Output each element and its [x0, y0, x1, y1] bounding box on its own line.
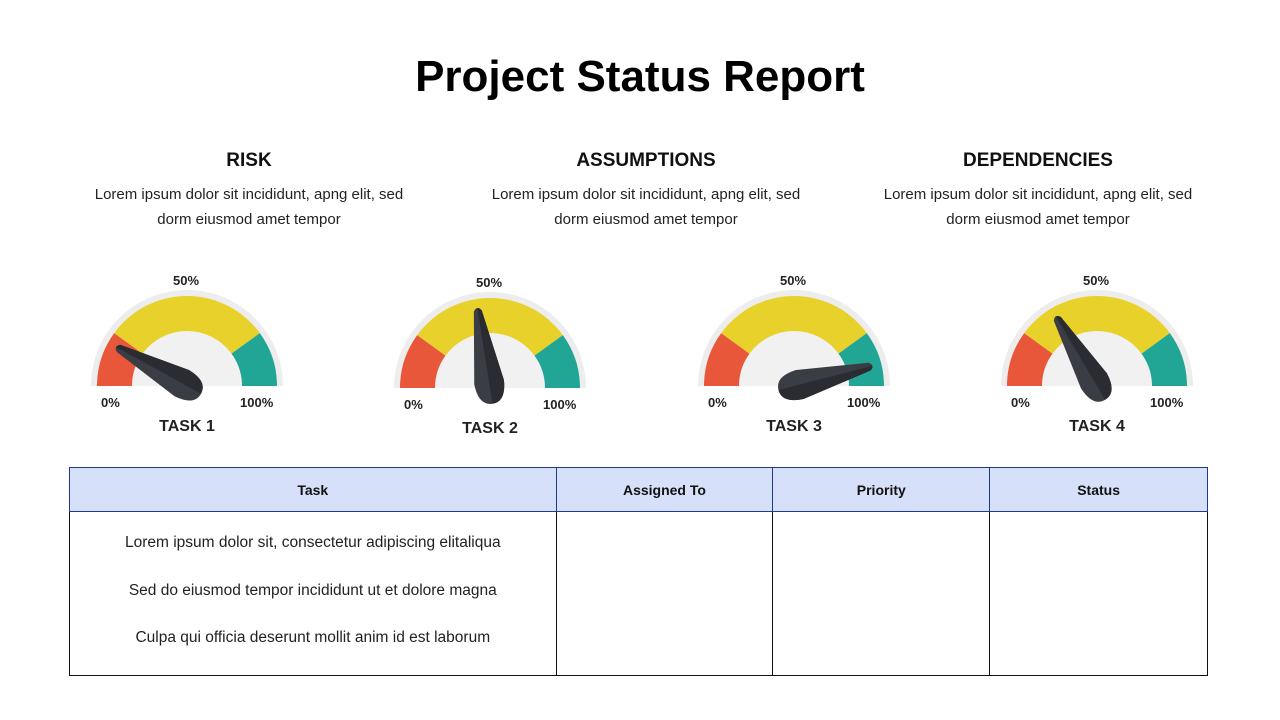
gauge-task-label: TASK 1	[159, 418, 215, 435]
gauge-task-1: 50% 0% 100% TASK 1	[87, 268, 287, 448]
status-cell[interactable]	[989, 511, 1208, 676]
column-header-task: Task	[69, 467, 557, 512]
page-title: Project Status Report	[415, 52, 865, 101]
gauge-segment-low	[400, 335, 446, 388]
gauge-task-4: 50% 0% 100% TASK 4	[997, 268, 1197, 448]
gauge-dial	[390, 292, 590, 410]
gauge-mid-label: 50%	[476, 275, 503, 290]
description-line: Lorem ipsum dolor sit incididunt, apng e…	[491, 186, 801, 203]
gauge-segment-mid	[1024, 296, 1170, 354]
gauge-min-label: 0%	[708, 395, 727, 410]
gauge-segment-mid	[721, 296, 867, 354]
section-heading: DEPENDENCIES	[963, 150, 1113, 171]
column-header-priority: Priority	[772, 467, 991, 512]
gauge-mid-label: 50%	[173, 273, 200, 288]
gauge-task-3: 50% 0% 100% TASK 3	[694, 268, 894, 448]
gauge-segment-low	[1007, 333, 1053, 386]
gauge-segment-low	[704, 333, 750, 386]
section-description: Lorem ipsum dolor sit incididunt, apng e…	[476, 182, 816, 232]
section-heading: ASSUMPTIONS	[576, 150, 716, 171]
task-cell: Lorem ipsum dolor sit, consectetur adipi…	[69, 511, 557, 676]
gauge-needle-shade	[477, 308, 505, 404]
gauge-min-label: 0%	[1011, 395, 1030, 410]
section-description: Lorem ipsum dolor sit incididunt, apng e…	[868, 182, 1208, 232]
gauge-needle-shade	[116, 344, 203, 394]
gauge-task-label: TASK 2	[462, 420, 518, 437]
task-item: Culpa qui officia deserunt mollit anim i…	[135, 629, 491, 646]
description-line: Lorem ipsum dolor sit incididunt, apng e…	[94, 186, 404, 203]
gauge-max-label: 100%	[1150, 395, 1184, 410]
gauge-task-label: TASK 3	[766, 418, 822, 435]
gauge-segment-low	[97, 333, 143, 386]
gauge-needle-shade	[1056, 315, 1112, 400]
gauge-needle	[115, 344, 203, 401]
assigned-to-cell[interactable]	[555, 511, 774, 676]
description-line: dorm eiusmod amet tempor	[157, 211, 341, 228]
gauge-dial	[694, 290, 894, 408]
task-table: Task Assigned To Priority Status Lorem i…	[69, 467, 1208, 676]
description-line: dorm eiusmod amet tempor	[946, 211, 1130, 228]
section-description: Lorem ipsum dolor sit incididunt, apng e…	[79, 182, 419, 232]
table-row: Lorem ipsum dolor sit, consectetur adipi…	[69, 511, 1208, 676]
gauge-max-label: 100%	[847, 395, 881, 410]
gauge-segment-high	[1141, 333, 1187, 386]
table-header-row: Task Assigned To Priority Status	[69, 467, 1208, 512]
task-item: Lorem ipsum dolor sit, consectetur adipi…	[124, 534, 501, 551]
gauge-dial	[997, 290, 1197, 408]
task-item: Sed do eiusmod tempor incididunt ut et d…	[128, 581, 497, 599]
gauge-task-2: 50% 0% 100% TASK 2	[390, 270, 590, 450]
column-header-status: Status	[989, 467, 1208, 512]
gauge-mid-label: 50%	[780, 273, 807, 288]
column-header-assigned-to: Assigned To	[555, 467, 774, 512]
gauge-segment-mid	[417, 298, 563, 356]
gauge-min-label: 0%	[404, 397, 423, 412]
section-dependencies: DEPENDENCIES Lorem ipsum dolor sit incid…	[868, 150, 1208, 232]
gauge-max-label: 100%	[543, 397, 577, 412]
gauge-segment-high	[231, 333, 277, 386]
priority-cell[interactable]	[772, 511, 991, 676]
gauge-mid-label: 50%	[1083, 273, 1110, 288]
gauge-segment-mid	[114, 296, 260, 354]
gauge-segment-high	[534, 335, 580, 388]
description-line: Lorem ipsum dolor sit incididunt, apng e…	[883, 186, 1193, 203]
description-line: dorm eiusmod amet tempor	[554, 211, 738, 228]
gauge-min-label: 0%	[101, 395, 120, 410]
gauge-dial	[87, 290, 287, 408]
section-heading: RISK	[226, 150, 272, 171]
gauge-max-label: 100%	[240, 395, 274, 410]
gauge-needle-shade	[778, 366, 873, 401]
section-assumptions: ASSUMPTIONS Lorem ipsum dolor sit incidi…	[476, 150, 816, 232]
section-risk: RISK Lorem ipsum dolor sit incididunt, a…	[79, 150, 419, 232]
gauge-task-label: TASK 4	[1069, 418, 1125, 435]
